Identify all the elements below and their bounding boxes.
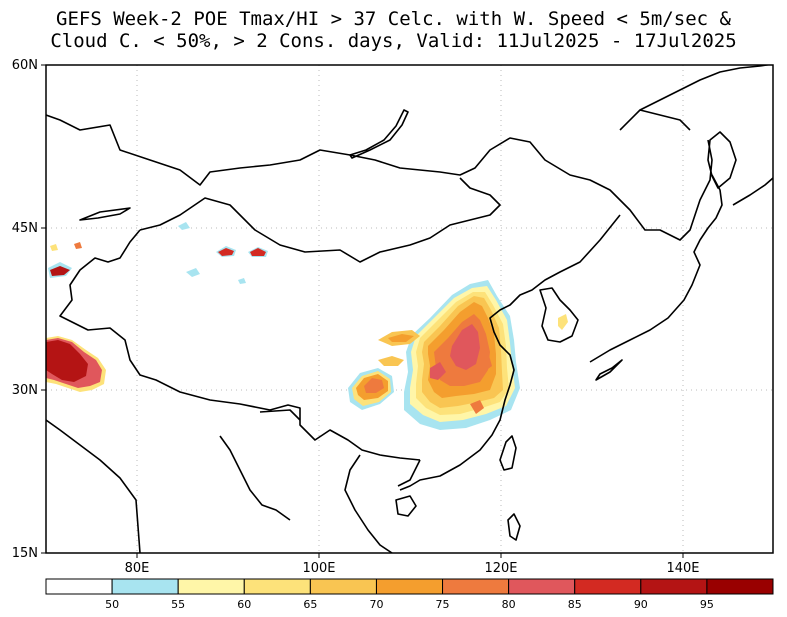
map-plot-area <box>46 65 773 553</box>
colorbar-tick-label: 55 <box>171 598 185 611</box>
border-bhutan <box>259 409 301 421</box>
lat-label-60n: 60N <box>12 58 38 73</box>
colorbar-tick-label: 65 <box>303 598 317 611</box>
shade-55-north-a <box>178 222 190 230</box>
colorbar-swatch <box>442 578 510 595</box>
lat-label-15n: 15N <box>12 546 38 561</box>
shade-80-sichuan <box>364 378 384 393</box>
shade-55-west-a <box>186 268 200 277</box>
coast-taiwan <box>499 435 517 471</box>
lat-label-45n: 45N <box>12 221 38 236</box>
coast-kuril <box>732 177 773 206</box>
coast-japan-honshu <box>589 174 723 363</box>
coast-japan-kyushu <box>595 359 623 381</box>
shade-90-tarim-b <box>250 248 266 256</box>
lon-label-140e: 140E <box>666 561 699 576</box>
colorbar-swatch <box>574 578 642 595</box>
colorbar-tick-label: 70 <box>369 598 383 611</box>
latitude-labels: 60N 45N 30N 15N <box>12 58 38 561</box>
colorbar-swatch <box>375 578 444 595</box>
border-north <box>46 114 713 241</box>
gridlines <box>46 65 773 553</box>
colorbar-tick-label: 85 <box>568 598 582 611</box>
border-vietnam <box>397 459 421 487</box>
border-bangladesh <box>219 435 291 521</box>
colorbar-tick-label: 60 <box>237 598 251 611</box>
shade-85-east-china <box>450 324 480 370</box>
colorbar-swatch <box>640 578 708 595</box>
colorbar-swatch <box>309 578 377 595</box>
colorbar-tick-label: 50 <box>105 598 119 611</box>
shade-95-pakistan <box>46 340 88 382</box>
colorbar-tick-label: 95 <box>700 598 714 611</box>
map-title-line-1: GEFS Week-2 POE Tmax/HI > 37 Celc. with … <box>56 8 731 30</box>
colorbar-swatch <box>45 578 113 595</box>
coast-hokkaido <box>707 131 737 189</box>
colorbar: 50 55 60 65 70 75 80 85 90 95 <box>45 578 774 611</box>
lat-label-30n: 30N <box>12 383 38 398</box>
colorbar-swatch <box>706 578 774 595</box>
tick-marks <box>41 64 684 558</box>
coast-korea <box>539 287 579 343</box>
coastlines-borders <box>46 65 773 553</box>
shade-55-west-b <box>238 278 246 284</box>
colorbar-swatch <box>243 578 311 595</box>
lon-label-100e: 100E <box>302 561 335 576</box>
lon-label-80e: 80E <box>125 561 150 576</box>
coast-philippines <box>507 513 521 541</box>
colorbar-tick-label: 90 <box>634 598 648 611</box>
probability-shading <box>46 222 568 430</box>
colorbar-swatch <box>111 578 179 595</box>
coast-east-china <box>399 214 621 491</box>
coast-okhotsk <box>639 65 772 111</box>
shade-85-east-c <box>430 362 446 380</box>
map-title-line-2: Cloud C. < 50%, > 2 Cons. days, Valid: 1… <box>50 30 737 52</box>
colorbar-tick-label: 75 <box>436 598 450 611</box>
longitude-labels: 80E 100E 120E 140E <box>125 561 700 576</box>
shade-70-small <box>378 356 404 366</box>
lon-label-120e: 120E <box>484 561 517 576</box>
shade-65-kazakh <box>50 244 58 251</box>
shade-65-korea <box>558 314 568 330</box>
border-mongolia-south <box>139 177 501 263</box>
border-west-south <box>59 229 421 461</box>
colorbar-swatch <box>508 578 576 595</box>
map-frame <box>45 64 774 554</box>
colorbar-tick-label: 80 <box>502 598 516 611</box>
shade-90-tarim-a <box>218 248 234 256</box>
shade-80-kazakh <box>74 242 82 249</box>
coast-hainan <box>395 495 417 517</box>
shade-80-east-d <box>470 400 484 414</box>
coast-india-west <box>46 419 141 553</box>
coast-russia-fe <box>619 109 691 131</box>
shade-75-chongqing <box>388 334 414 342</box>
shade-95-kazakh <box>50 266 70 276</box>
colorbar-swatch <box>177 578 245 595</box>
lake-baikal <box>349 109 409 159</box>
lake-balkhash <box>79 207 131 221</box>
coast-indochina <box>344 454 393 553</box>
shade-80-east-b <box>476 348 492 372</box>
